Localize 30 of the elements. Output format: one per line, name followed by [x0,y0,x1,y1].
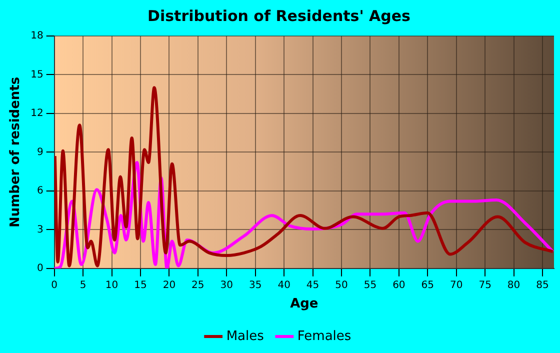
x-tick-label: 10 [105,280,118,291]
y-tick-label: 0 [36,262,44,274]
x-tick-label: 20 [162,280,176,291]
x-tick-label: 75 [478,280,492,291]
x-tick-label: 5 [80,280,86,291]
x-tick-label: 45 [306,280,320,291]
y-tick-label: 15 [30,69,44,80]
y-axis-title: Number of residents [8,76,24,228]
x-tick-label: 85 [536,280,549,291]
x-tick-label: 30 [220,280,233,291]
x-tick-label: 50 [335,280,348,291]
x-tick-label: 25 [192,280,204,291]
y-tick-label: 12 [30,108,44,120]
legend-label: Males [226,328,264,344]
x-tick-label: 80 [507,280,520,291]
x-tick-label: 0 [51,280,58,291]
x-tick-label: 35 [248,280,262,291]
x-tick-label: 55 [364,280,377,291]
y-tick-label: 9 [36,146,44,158]
x-tick-label: 60 [392,280,406,291]
chart-title: Distribution of Residents' Ages [148,6,411,25]
x-tick-label: 65 [421,280,434,291]
y-tick-label: 18 [30,30,44,42]
y-tick-label: 3 [36,224,44,236]
y-tick-label: 6 [36,186,44,197]
x-tick-label: 70 [450,280,463,291]
x-axis-title: Age [290,296,318,312]
x-tick-label: 40 [278,280,290,291]
legend-label: Females [297,328,352,344]
x-tick-label: 15 [134,280,147,291]
